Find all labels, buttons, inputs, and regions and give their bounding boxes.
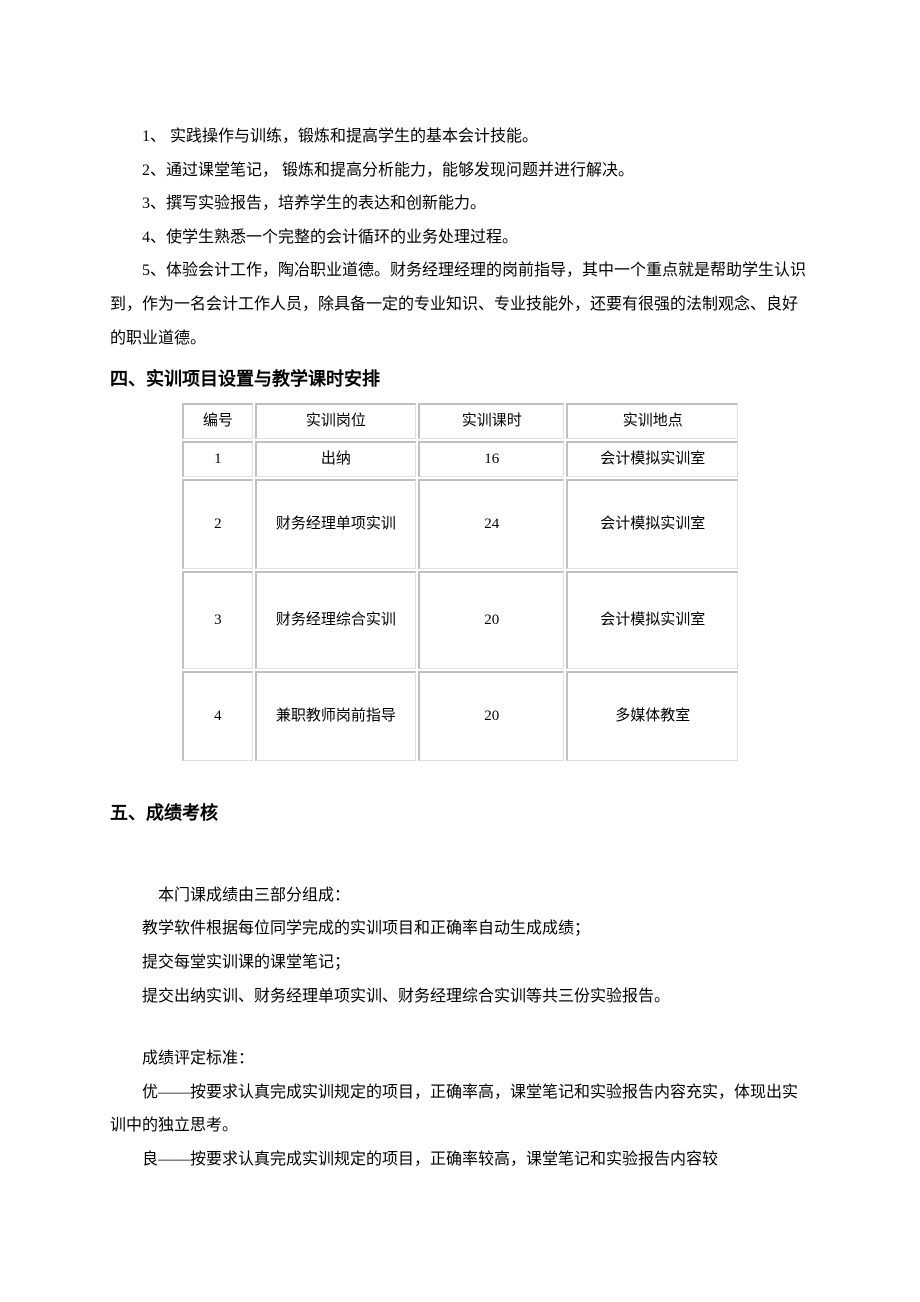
table-cell: 出纳 [255, 441, 416, 477]
table-cell: 20 [418, 571, 564, 669]
table-header-hours: 实训课时 [418, 403, 564, 439]
table-cell: 24 [418, 479, 564, 569]
list-item-1: 1、 实践操作与训练，锻炼和提高学生的基本会计技能。 [110, 120, 810, 154]
table-row: 2 财务经理单项实训 24 会计模拟实训室 [182, 479, 738, 569]
table-header-position: 实训岗位 [255, 403, 416, 439]
list-item-5: 5、体验会计工作，陶冶职业道德。财务经理经理的岗前指导，其中一个重点就是帮助学生… [110, 254, 810, 355]
table-header-id: 编号 [182, 403, 253, 439]
blank-line [110, 1013, 810, 1042]
table-row: 4 兼职教师岗前指导 20 多媒体教室 [182, 671, 738, 761]
table-row: 1 出纳 16 会计模拟实训室 [182, 441, 738, 477]
grade-excellent: 优——按要求认真完成实训规定的项目，正确率高，课堂笔记和实验报告内容充实，体现出… [110, 1076, 810, 1143]
table-cell: 财务经理综合实训 [255, 571, 416, 669]
table-cell: 20 [418, 671, 564, 761]
section-4-heading: 四、实训项目设置与教学课时安排 [110, 361, 810, 399]
list-item-2: 2、通过课堂笔记， 锻炼和提高分析能力，能够发现问题并进行解决。 [110, 154, 810, 188]
list-item-4: 4、使学生熟悉一个完整的会计循环的业务处理过程。 [110, 221, 810, 255]
section-5-heading: 五、成绩考核 [110, 795, 810, 833]
grade-good: 良——按要求认真完成实训规定的项目，正确率较高，课堂笔记和实验报告内容较 [110, 1143, 810, 1177]
table-cell: 多媒体教室 [566, 671, 738, 761]
table-cell: 会计模拟实训室 [566, 479, 738, 569]
section-5-item-1: 教学软件根据每位同学完成的实训项目和正确率自动生成成绩； [110, 912, 810, 946]
table-cell: 兼职教师岗前指导 [255, 671, 416, 761]
section-5-content: 本门课成绩由三部分组成： 教学软件根据每位同学完成的实训项目和正确率自动生成成绩… [110, 879, 810, 1177]
section-5-item-3: 提交出纳实训、财务经理单项实训、财务经理综合实训等共三份实验报告。 [110, 980, 810, 1014]
table-row: 3 财务经理综合实训 20 会计模拟实训室 [182, 571, 738, 669]
section-5-item-2: 提交每堂实训课的课堂笔记； [110, 946, 810, 980]
table-cell: 会计模拟实训室 [566, 441, 738, 477]
table-cell: 财务经理单项实训 [255, 479, 416, 569]
table-cell: 3 [182, 571, 253, 669]
table-header-row: 编号 实训岗位 实训课时 实训地点 [182, 403, 738, 439]
table-header-location: 实训地点 [566, 403, 738, 439]
table-cell: 4 [182, 671, 253, 761]
table-cell: 会计模拟实训室 [566, 571, 738, 669]
grading-standard-heading: 成绩评定标准： [110, 1042, 810, 1076]
list-item-3: 3、撰写实验报告，培养学生的表达和创新能力。 [110, 187, 810, 221]
section-5-intro: 本门课成绩由三部分组成： [110, 879, 810, 913]
table-cell: 1 [182, 441, 253, 477]
training-schedule-table: 编号 实训岗位 实训课时 实训地点 1 出纳 16 会计模拟实训室 2 财务经理… [180, 401, 740, 763]
table-cell: 16 [418, 441, 564, 477]
table-cell: 2 [182, 479, 253, 569]
